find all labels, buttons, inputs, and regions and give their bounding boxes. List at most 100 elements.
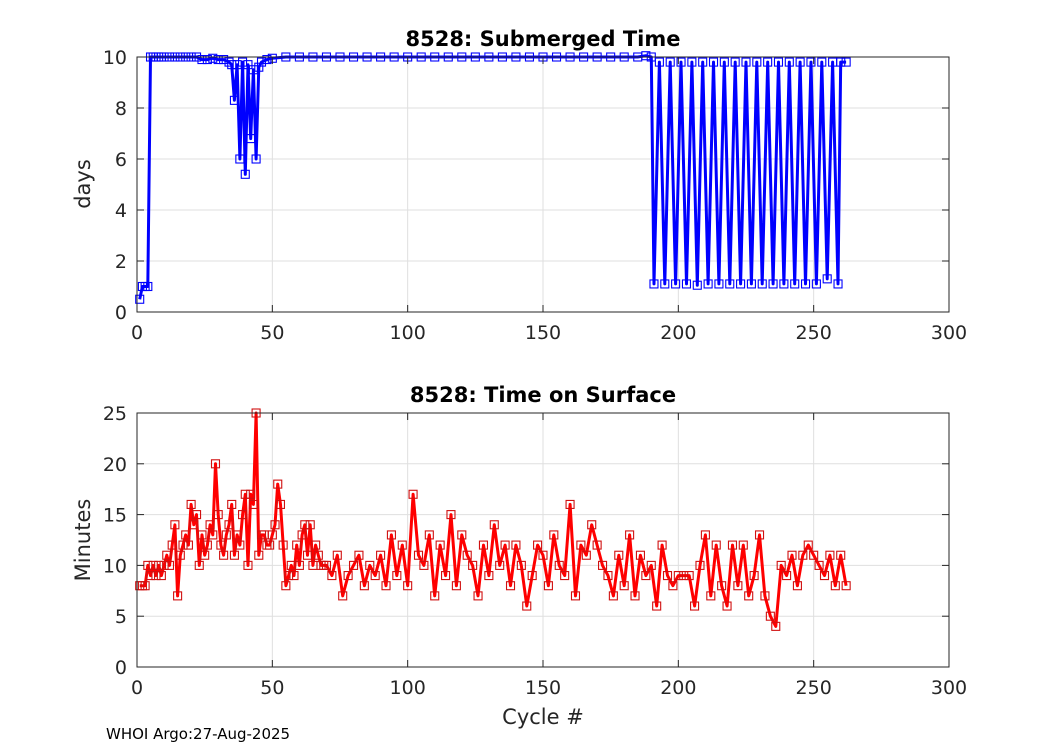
data-point bbox=[468, 560, 478, 570]
data-point bbox=[392, 571, 402, 581]
data-point bbox=[148, 560, 158, 570]
data-point bbox=[641, 51, 651, 61]
data-point bbox=[267, 530, 277, 540]
x-tick-label: 300 bbox=[931, 677, 967, 699]
data-point bbox=[765, 611, 775, 621]
axes: 0 50 100 150 200 250 300 0 2 4 6 8 10 bbox=[103, 47, 967, 344]
data-point bbox=[665, 57, 675, 67]
data-point bbox=[210, 459, 221, 469]
data-point bbox=[630, 591, 640, 601]
data-point bbox=[646, 560, 656, 570]
data-point bbox=[795, 57, 805, 67]
data-point bbox=[262, 54, 272, 65]
y-tick-label: 25 bbox=[103, 403, 127, 425]
data-point bbox=[419, 560, 429, 570]
data-point bbox=[208, 530, 218, 540]
data-point bbox=[776, 560, 786, 570]
data-point bbox=[143, 281, 153, 292]
data-point bbox=[668, 581, 678, 591]
axes: 0 50 100 150 200 250 300 0 5 10 15 20 25 bbox=[103, 403, 967, 699]
data-point bbox=[549, 530, 559, 540]
data-point bbox=[313, 550, 323, 560]
data-point bbox=[451, 581, 461, 591]
data-point bbox=[248, 65, 258, 75]
data-point bbox=[397, 540, 407, 550]
data-point bbox=[162, 550, 172, 560]
data-point bbox=[538, 550, 548, 560]
data-point bbox=[159, 560, 169, 570]
data-point bbox=[763, 57, 773, 67]
data-point bbox=[754, 530, 765, 540]
data-point bbox=[435, 540, 445, 550]
data-point bbox=[229, 550, 239, 560]
data-point bbox=[771, 621, 781, 631]
data-point bbox=[224, 520, 234, 530]
data-point bbox=[597, 560, 608, 570]
y-tick-label: 8 bbox=[115, 98, 127, 120]
x-tick-label: 100 bbox=[390, 322, 426, 344]
data-point bbox=[348, 560, 359, 570]
data-point bbox=[243, 560, 253, 570]
x-axis-label: Cycle # bbox=[502, 705, 584, 729]
y-tick-label: 0 bbox=[115, 302, 127, 324]
data-point bbox=[565, 499, 575, 509]
data-point bbox=[833, 279, 843, 289]
data-point bbox=[175, 550, 185, 560]
data-point bbox=[300, 520, 310, 530]
data-point bbox=[248, 499, 258, 509]
data-point bbox=[516, 560, 526, 570]
data-point bbox=[302, 550, 313, 560]
data-point bbox=[649, 279, 659, 289]
data-point bbox=[424, 530, 434, 540]
data-point bbox=[473, 591, 483, 601]
data-point bbox=[189, 520, 199, 530]
data-point bbox=[814, 560, 824, 570]
data-point bbox=[660, 279, 670, 289]
y-axis-label: Minutes bbox=[71, 499, 95, 582]
data-point bbox=[608, 591, 618, 601]
data-point bbox=[202, 54, 212, 65]
data-point bbox=[725, 279, 735, 289]
data-point bbox=[213, 510, 223, 520]
data-point bbox=[727, 540, 738, 550]
data-point bbox=[156, 571, 166, 581]
data-point bbox=[738, 540, 748, 550]
data-point bbox=[365, 560, 375, 570]
data-point bbox=[216, 540, 226, 550]
data-point bbox=[256, 57, 267, 67]
data-point bbox=[836, 57, 846, 67]
data-point bbox=[619, 581, 629, 591]
data-point bbox=[197, 530, 207, 540]
data-point bbox=[413, 550, 424, 560]
data-point bbox=[246, 489, 256, 499]
y-tick-label: 2 bbox=[115, 251, 127, 273]
data-point bbox=[135, 294, 145, 304]
data-point bbox=[841, 57, 851, 67]
data-point bbox=[811, 279, 821, 289]
time-on-surface-chart: 8528: Time on Surface Minutes Cycle # 0 5… bbox=[71, 383, 967, 729]
data-point bbox=[533, 540, 543, 550]
data-point bbox=[790, 279, 800, 289]
data-point bbox=[205, 520, 215, 530]
data-point bbox=[671, 279, 681, 289]
data-point bbox=[478, 540, 489, 550]
footer-credit: WHOI Argo:27-Aug-2025 bbox=[106, 725, 291, 743]
y-tick-label: 5 bbox=[115, 606, 127, 628]
data-point bbox=[294, 560, 304, 570]
data-point bbox=[441, 571, 451, 581]
data-point bbox=[229, 95, 239, 105]
data-point bbox=[733, 581, 743, 591]
data-point bbox=[749, 571, 759, 581]
data-point bbox=[183, 540, 193, 550]
data-point bbox=[687, 57, 697, 67]
data-point bbox=[822, 274, 832, 284]
data-point bbox=[278, 540, 288, 550]
data-point bbox=[270, 520, 280, 530]
data-point bbox=[652, 601, 662, 611]
data-point bbox=[657, 540, 667, 550]
data-point bbox=[800, 279, 811, 289]
data-point bbox=[338, 591, 348, 601]
data-point bbox=[505, 581, 516, 591]
y-tick-label: 20 bbox=[103, 454, 127, 476]
data-point bbox=[221, 530, 231, 540]
